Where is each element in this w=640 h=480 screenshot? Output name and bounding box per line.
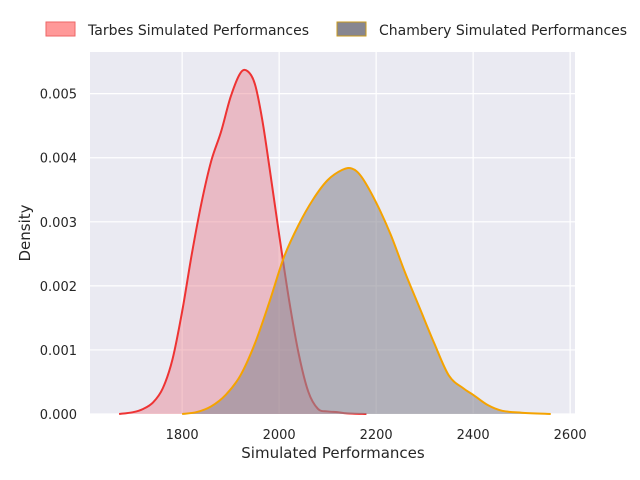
chambery-density-line [182,166,551,415]
y-tick-label: 0.000 [40,408,77,423]
y-tick-labels: 0.000 0.001 0.002 0.003 0.004 0.005 [40,88,77,423]
x-tick-label: 1800 [166,428,199,443]
y-tick-label: 0.002 [40,280,77,295]
legend-swatch-tarbes [45,21,76,37]
y-tick-label: 0.001 [40,344,77,359]
legend-label-chambery: Chambery Simulated Performances [379,23,627,39]
legend-label-tarbes: Tarbes Simulated Performances [87,23,309,39]
tarbes-density-fill [119,69,367,414]
x-tick-labels: 1800 2000 2200 2400 2600 [166,428,587,443]
density-areas [118,68,551,415]
x-tick-label: 2000 [263,428,296,443]
y-tick-label: 0.003 [40,216,77,231]
y-tick-label: 0.004 [40,152,77,167]
x-axis-label: Simulated Performances [241,444,425,462]
x-tick-label: 2200 [360,428,393,443]
x-tick-label: 2400 [457,428,490,443]
y-tick-label: 0.005 [40,88,77,103]
legend-swatch-chambery [336,21,367,37]
x-tick-label: 2600 [554,428,587,443]
y-axis-label: Density [16,204,34,261]
chambery-density-fill [182,167,551,414]
legend: Tarbes Simulated Performances Chambery S… [45,21,627,39]
